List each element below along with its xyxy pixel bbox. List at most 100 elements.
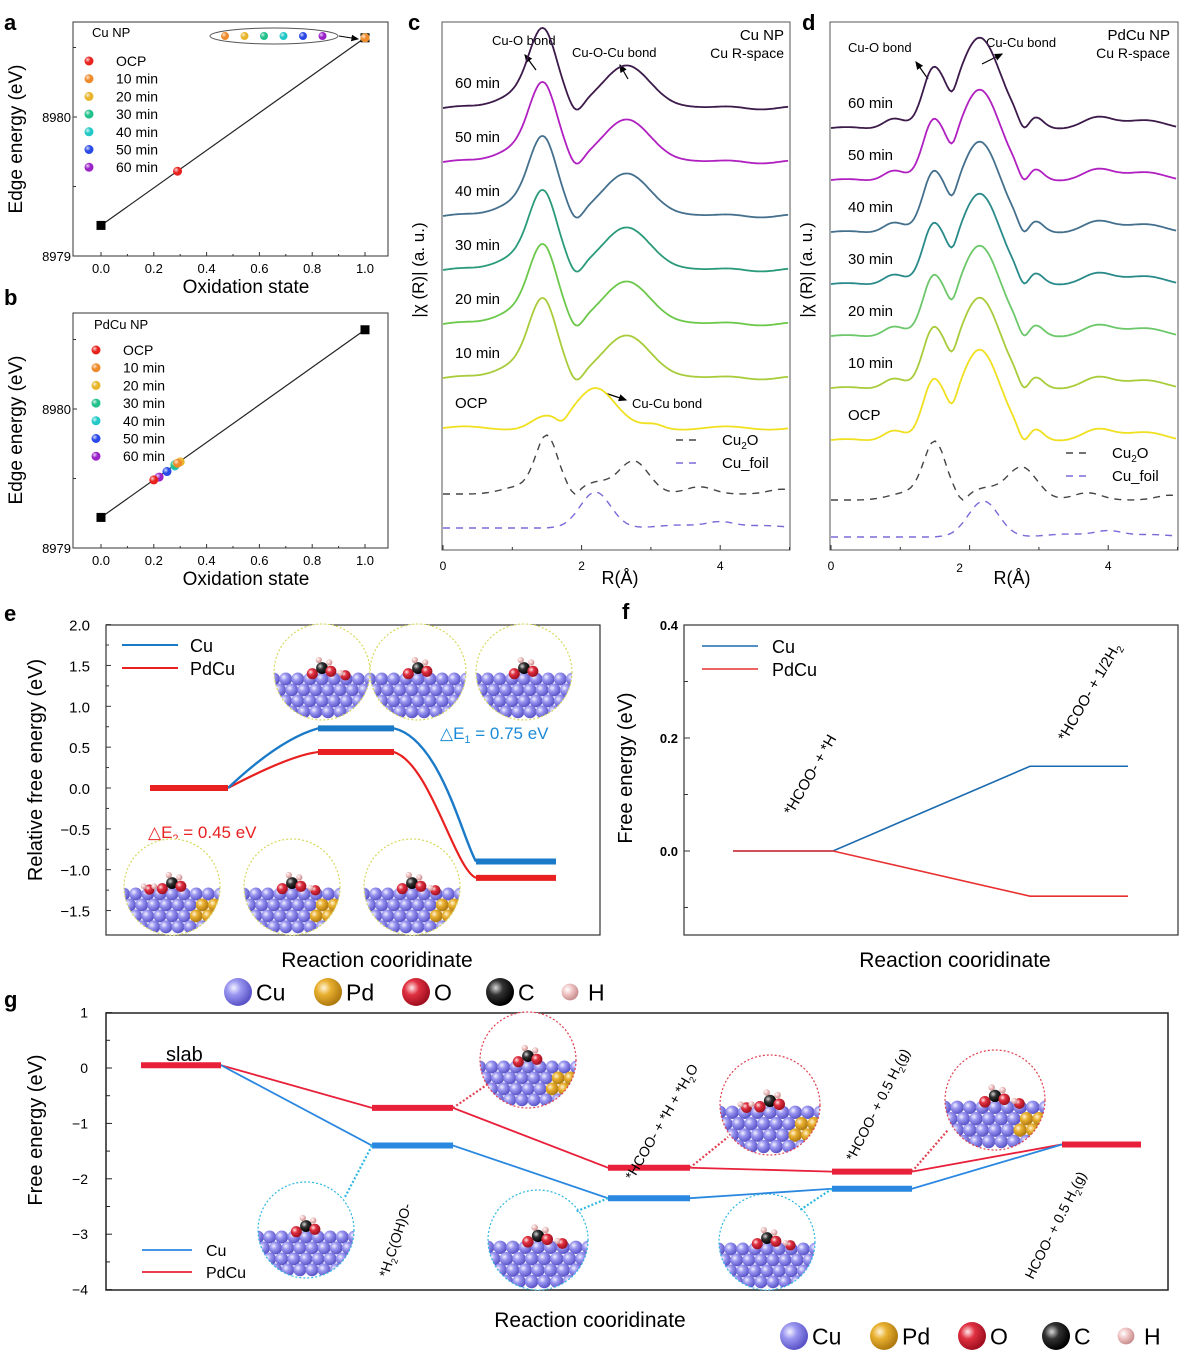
y-tick-label: 0.5 xyxy=(69,740,90,757)
plot-frame-b xyxy=(72,312,389,549)
y-tick-label: 1 xyxy=(80,1005,88,1021)
sphere-highlight xyxy=(84,74,94,84)
cu-atom xyxy=(796,1242,810,1256)
annotation-delta-e1: △E1 = 0.75 eV xyxy=(440,724,549,746)
cu-atom xyxy=(571,705,572,719)
cu-atom xyxy=(360,1252,373,1265)
cu-atom xyxy=(547,683,561,697)
cu-atom xyxy=(111,920,124,933)
o-atom-icon xyxy=(958,1322,986,1350)
sphere-highlight xyxy=(84,109,94,119)
pd-atom xyxy=(1019,1111,1034,1126)
cu-atom xyxy=(299,1252,313,1266)
x-tick-label: 4 xyxy=(1105,559,1112,573)
cu-atom xyxy=(124,909,131,923)
cu-atom xyxy=(231,899,244,912)
cu-atom xyxy=(353,1241,354,1255)
cu-atom xyxy=(550,1251,564,1266)
panel-f: f 0.4 0.2 0.0 Free energy (eV) Reaction co… xyxy=(615,599,1179,972)
cu-atom xyxy=(323,1230,337,1244)
atom-legend-label: Cu xyxy=(812,1323,841,1349)
cu-atom xyxy=(317,1241,331,1255)
energy-path-cu xyxy=(227,727,478,863)
h-atom xyxy=(296,874,303,881)
sphere-highlight xyxy=(84,91,94,101)
cu-atom xyxy=(1032,1134,1045,1149)
cu-atom xyxy=(994,1111,1008,1126)
cu-atom xyxy=(411,898,425,912)
cu-atom xyxy=(588,1072,601,1085)
cu-atom xyxy=(945,1134,958,1149)
cu-atom xyxy=(1038,1100,1045,1115)
y-tick-label: −1.5 xyxy=(60,904,90,921)
inset-atoms xyxy=(370,624,466,720)
spectrum-curve xyxy=(830,88,1177,182)
cu-atom xyxy=(459,694,466,708)
cu-atom xyxy=(706,1254,719,1267)
cu-atom xyxy=(1044,1111,1045,1126)
cu-atom xyxy=(195,920,209,934)
cu-atom xyxy=(381,683,395,697)
cu-atom xyxy=(537,1274,551,1289)
cu-atom xyxy=(258,1230,265,1244)
spectrum-label: 30 min xyxy=(455,237,500,254)
chart-subtitle-d: Cu R-space xyxy=(1096,45,1170,61)
cu-atom xyxy=(345,909,358,922)
cu-atom xyxy=(468,1263,481,1276)
o-atom xyxy=(527,665,539,677)
cu-atom xyxy=(769,1116,783,1131)
cu-atom xyxy=(453,887,460,901)
sphere-highlight xyxy=(260,32,268,40)
cu-atom xyxy=(461,1061,474,1074)
inset-connector xyxy=(911,1129,949,1173)
cu-atom xyxy=(465,705,466,719)
cu-atom xyxy=(794,1139,809,1154)
cu-atom xyxy=(537,1251,551,1266)
cu-atom xyxy=(945,1100,952,1115)
group-point xyxy=(260,32,268,40)
legend-marker xyxy=(91,380,101,390)
cu-atom xyxy=(468,1241,481,1254)
cu-atom xyxy=(351,672,365,686)
spectrum-curve xyxy=(442,242,789,327)
cu-atom xyxy=(487,683,501,697)
structure-inset xyxy=(257,1181,373,1279)
legend-label: Cu xyxy=(772,637,795,657)
x-axis-label-a: Oxidation state xyxy=(183,277,310,298)
cu-atom xyxy=(459,898,460,912)
sphere-highlight xyxy=(84,127,94,137)
cu-atom xyxy=(742,1253,756,1267)
panel-letter-e: e xyxy=(4,601,16,626)
h-atom xyxy=(337,669,344,676)
cu-atom xyxy=(159,920,173,934)
cu-atom xyxy=(393,683,407,697)
cu-atom xyxy=(476,705,489,719)
cu-atom xyxy=(551,1093,565,1107)
plot-curves-c: 60 min 50 min 40 min 30 min 20 min 10 min OCP xyxy=(442,26,790,529)
cu-atom xyxy=(833,1117,846,1130)
plot-marks-e xyxy=(150,725,556,881)
cu-atom xyxy=(524,1251,539,1266)
legend-label: 10 min xyxy=(116,71,158,87)
reference-curve xyxy=(443,491,790,529)
legend-c: Cu2O Cu_foil xyxy=(676,432,769,472)
cu-atom xyxy=(594,1241,607,1254)
legend-label: Cu2O xyxy=(1112,445,1148,465)
atom-legend-label: C xyxy=(1074,1323,1091,1349)
x-tick-label: 0.4 xyxy=(198,261,216,276)
cu-atom xyxy=(819,1139,820,1154)
cu-atom xyxy=(244,920,257,934)
cu-atom xyxy=(357,705,370,719)
cu-atom xyxy=(411,672,425,686)
cu-atom xyxy=(475,1275,488,1288)
cu-atom xyxy=(472,899,485,912)
panel-letter-a: a xyxy=(4,10,17,35)
cu-atom xyxy=(821,1243,834,1256)
y-axis-label-a: Edge energy (eV) xyxy=(6,65,27,214)
x-tick-label: 0.8 xyxy=(303,261,321,276)
cu-atom xyxy=(488,1240,495,1255)
cu-atom xyxy=(435,920,449,934)
h-atom xyxy=(521,1044,528,1052)
o-atom xyxy=(290,1226,302,1238)
y-tick-label: 0.0 xyxy=(660,844,678,859)
